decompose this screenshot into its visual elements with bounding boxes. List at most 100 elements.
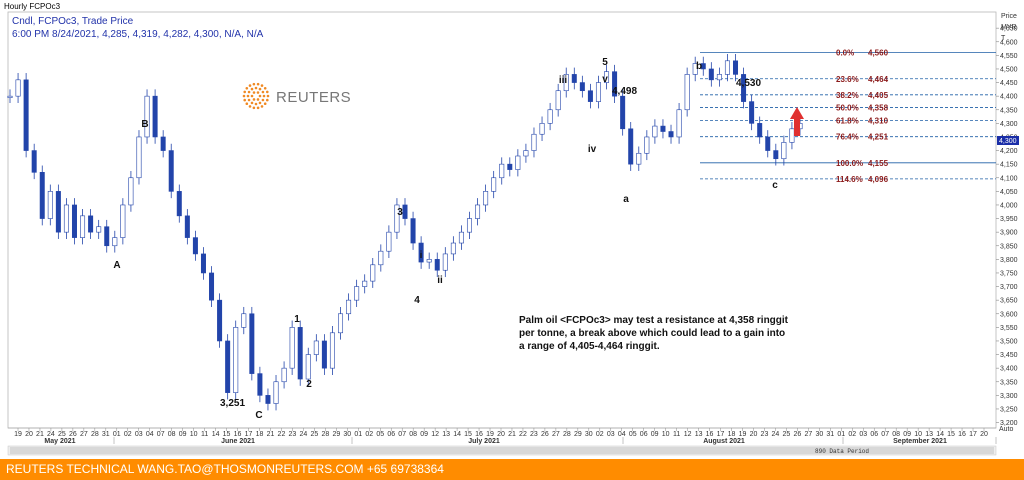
logo-dot: [242, 94, 246, 98]
x-axis: 19 20 21 24 25 26 27 28 31 01 02 03 04 07 08 09 10 11 14 15…: [8, 426, 1014, 445]
x-tick-label: 12: [684, 431, 692, 438]
logo-dot: [254, 102, 258, 106]
candle-body: [192, 237, 198, 255]
x-tick-label: 14: [936, 431, 944, 438]
scrollbar[interactable]: 890 Data Period: [7, 445, 997, 456]
fib-value-label: 4,096: [868, 175, 889, 184]
candle-body: [152, 95, 158, 138]
y-gridlines: [996, 27, 999, 423]
x-tick-label: 29: [574, 431, 582, 438]
scrollbar-thumb[interactable]: [10, 447, 994, 454]
logo-dot: [262, 94, 266, 98]
wave-label: a: [623, 194, 629, 205]
y-tick-label: 4,100: [1000, 175, 1018, 182]
x-tick-label: 16: [958, 431, 966, 438]
candle-body: [297, 327, 303, 380]
candle-body: [321, 340, 327, 369]
wave-label: i: [420, 250, 423, 261]
wave-label: 3: [397, 207, 403, 218]
x-tick-label: 26: [541, 431, 549, 438]
logo-dot: [243, 90, 247, 94]
wave-label: B: [141, 119, 148, 130]
y-tick-label: 3,550: [1000, 325, 1018, 332]
header-line-2: 6:00 PM 8/24/2021, 4,285, 4,319, 4,282, …: [12, 29, 264, 40]
candle-body: [402, 204, 408, 219]
x-tick-label: 07: [157, 431, 165, 438]
candle-body: [523, 150, 529, 157]
logo-dot: [256, 98, 260, 101]
logo-dot: [256, 82, 260, 86]
footer-banner: REUTERS TECHNICAL WANG.TAO@THOSMONREUTER…: [0, 459, 1024, 480]
y-tick-label: 3,700: [1000, 284, 1018, 291]
y-tick-label: 3,850: [1000, 243, 1018, 250]
x-tick-label: 15: [464, 431, 472, 438]
y-tick-label: 4,300: [1000, 121, 1018, 128]
x-tick-label: 02: [596, 431, 604, 438]
candle-body: [63, 204, 69, 233]
candle-body: [741, 74, 747, 102]
logo-dot: [263, 86, 267, 90]
x-tick-label: 01: [113, 431, 121, 438]
x-tick-label: 27: [552, 431, 560, 438]
wave-label: 2: [306, 379, 312, 390]
wave-label: A: [113, 260, 120, 271]
y-tick-label: 3,200: [1000, 420, 1018, 427]
logo-dot: [266, 94, 270, 98]
candle-body: [104, 226, 110, 247]
fib-value-label: 4,155: [868, 159, 889, 168]
logo-dot: [261, 98, 265, 102]
price-annotation: 3,251: [220, 398, 245, 409]
logo-dot: [258, 94, 262, 98]
candle-body: [305, 354, 311, 380]
x-tick-label: 21: [267, 431, 275, 438]
candle-body: [458, 231, 464, 244]
wave-label: c: [772, 180, 778, 191]
x-tick-label: 23: [289, 431, 297, 438]
candle-body: [781, 142, 787, 160]
fib-value-label: 4,251: [868, 133, 889, 142]
x-tick-label: 13: [442, 431, 450, 438]
price-annotation: 4,498: [612, 86, 637, 97]
logo-dot: [252, 106, 256, 110]
candle-body: [700, 63, 706, 70]
candle-body: [241, 313, 247, 328]
logo-dot: [252, 82, 256, 86]
candle-body: [225, 340, 231, 393]
reuters-dots-icon: [242, 82, 270, 110]
y-tick-label: 3,600: [1000, 311, 1018, 318]
wave-label: C: [255, 410, 262, 421]
candle-body: [362, 280, 368, 287]
up-arrow-shaft: [794, 118, 800, 136]
candle-body: [386, 231, 392, 252]
x-tick-label: 31: [102, 431, 110, 438]
current-price-box: [997, 136, 1019, 145]
candle-body: [724, 60, 730, 75]
x-tick-label: 09: [651, 431, 659, 438]
x-tick-label: 23: [761, 431, 769, 438]
candle-body: [112, 237, 118, 247]
candle-body: [507, 163, 513, 170]
x-tick-label: 16: [475, 431, 483, 438]
x-tick-label: 19: [739, 431, 747, 438]
wave-label: iii: [559, 75, 568, 86]
candle-body: [765, 136, 771, 151]
candle-body: [628, 128, 634, 165]
candle-body: [200, 253, 206, 274]
x-tick-label: 20: [750, 431, 758, 438]
x-tick-label: 28: [321, 431, 329, 438]
candle-body: [217, 299, 223, 342]
x-tick-label: 21: [508, 431, 516, 438]
candle-body: [555, 90, 561, 111]
x-tick-label: 10: [190, 431, 198, 438]
candle-body: [88, 215, 94, 233]
y-tick-label: 4,450: [1000, 80, 1018, 87]
x-tick-label: 18: [256, 431, 264, 438]
candle-body: [71, 204, 77, 238]
candle-body: [80, 215, 86, 238]
candle-body: [789, 128, 795, 143]
x-tick-label: 24: [772, 431, 780, 438]
window-title: Hourly FCPOc3: [4, 2, 61, 11]
up-arrow-head: [790, 107, 804, 119]
x-tick-label: 20: [497, 431, 505, 438]
x-tick-label: 26: [69, 431, 77, 438]
